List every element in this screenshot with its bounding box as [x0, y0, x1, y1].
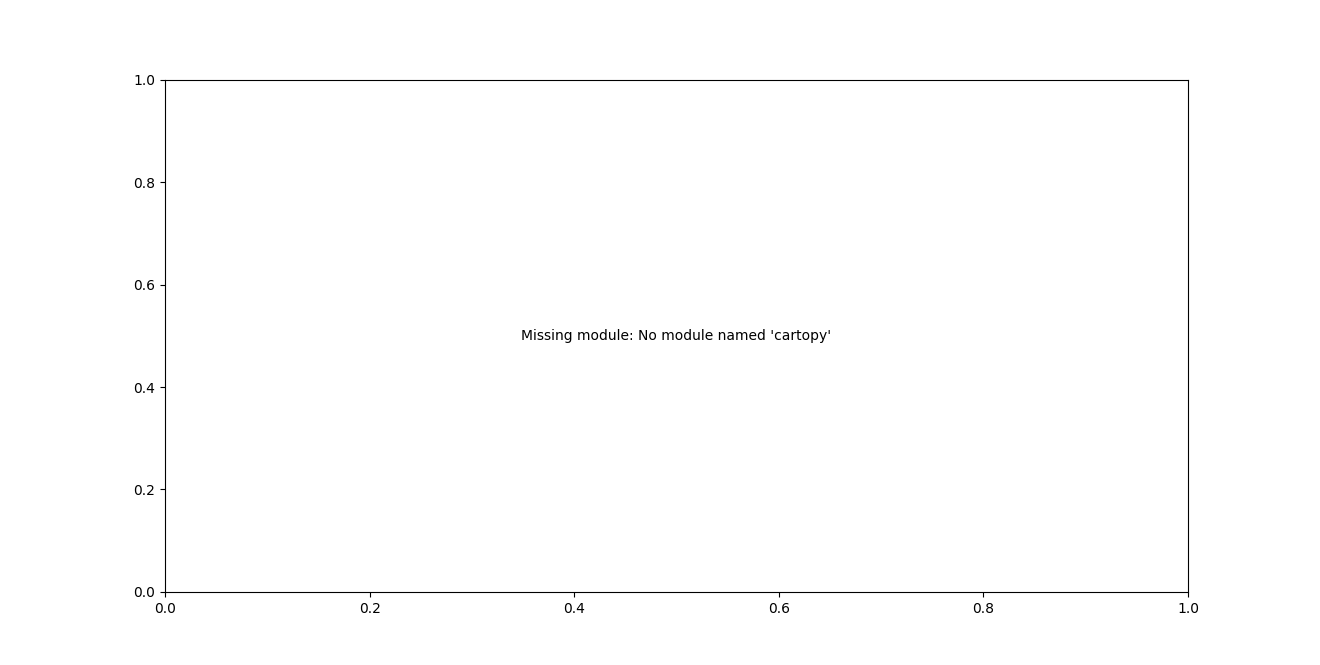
Text: Missing module: No module named 'cartopy': Missing module: No module named 'cartopy…: [521, 329, 832, 343]
